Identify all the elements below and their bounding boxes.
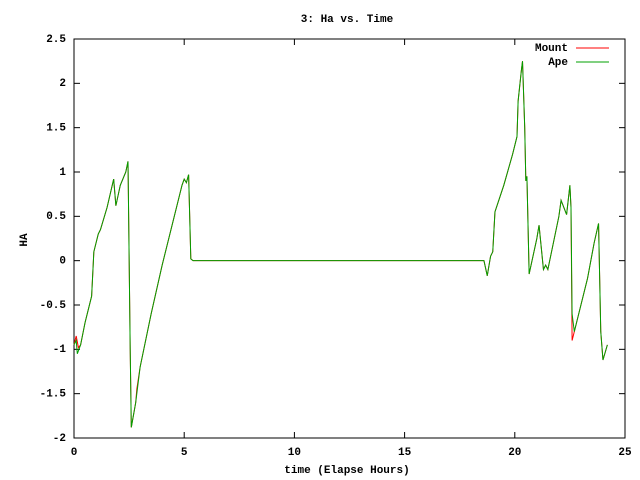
x-tick-label: 15: [398, 447, 412, 459]
y-tick-label: -2: [53, 433, 66, 445]
data-line: [73, 61, 608, 428]
y-tick-label: -1: [53, 344, 67, 356]
x-tick-label: 10: [288, 447, 301, 459]
x-tick-label: 0: [71, 447, 78, 459]
y-tick-label: -1.5: [40, 389, 67, 401]
y-tick-label: 0: [59, 256, 66, 268]
x-tick-label: 20: [508, 447, 521, 459]
y-tick-label: 1: [59, 167, 66, 179]
y-axis-label: HA: [19, 233, 31, 247]
y-tick-label: 2: [59, 78, 66, 90]
y-tick-label: -0.5: [40, 300, 67, 312]
y-tick-label: 0.5: [46, 211, 66, 223]
legend-label: Mount: [535, 43, 568, 55]
x-axis-label: time (Elapse Hours): [284, 465, 409, 477]
plot-border: [73, 38, 626, 439]
x-tick-label: 5: [181, 447, 188, 459]
legend-label: Ape: [548, 57, 568, 69]
chart-title: 3: Ha vs. Time: [301, 14, 394, 26]
y-tick-label: 2.5: [46, 34, 66, 46]
x-tick-label: 25: [618, 447, 632, 459]
y-tick-label: 1.5: [46, 123, 66, 135]
